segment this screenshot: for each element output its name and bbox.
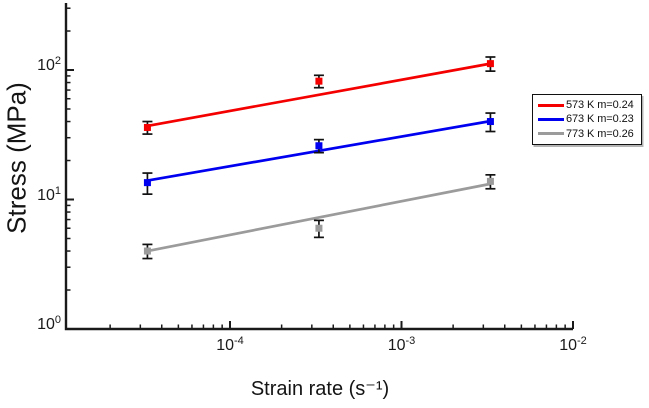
x-tick-label: 10-3	[387, 335, 416, 354]
axis-spines	[64, 3, 573, 331]
x-tick-label: 10-2	[559, 335, 587, 354]
data-point-773k	[486, 177, 494, 185]
data-point-573k	[143, 123, 151, 131]
y-tick-label: 101	[37, 184, 61, 204]
fit-line-573k	[147, 62, 491, 128]
legend-line-swatch-773k	[538, 132, 564, 136]
legend-label-773k: 773 K m=0.26	[566, 127, 634, 140]
legend-line-swatch-573k	[538, 103, 564, 107]
y-tick-label: 100	[37, 314, 61, 333]
data-point-573k	[486, 60, 494, 68]
y-axis-label: Stress (MPa)	[1, 82, 32, 234]
data-point-573k	[315, 77, 323, 85]
legend-label-573k: 573 K m=0.24	[566, 99, 634, 112]
x-axis-label: Strain rate (s⁻¹)	[250, 378, 390, 400]
data-point-773k	[315, 224, 323, 232]
legend-label-673k: 673 K m=0.23	[566, 113, 634, 126]
legend-item-673k: 673 K m=0.23	[538, 113, 638, 125]
data-point-673k	[486, 118, 494, 126]
fit-line-773k	[147, 182, 491, 253]
legend-item-573k: 573 K m=0.24	[538, 99, 638, 111]
legend-item-773k: 773 K m=0.26	[538, 128, 638, 140]
y-tick-label: 102	[37, 55, 61, 74]
legend-line-swatch-673k	[538, 118, 564, 121]
data-point-673k	[315, 142, 323, 150]
data-point-773k	[143, 247, 151, 255]
data-point-673k	[143, 179, 151, 187]
x-tick-label: 10-4	[216, 335, 244, 354]
legend: 573 K m=0.24 673 K m=0.23 773 K m=0.26	[532, 94, 642, 145]
